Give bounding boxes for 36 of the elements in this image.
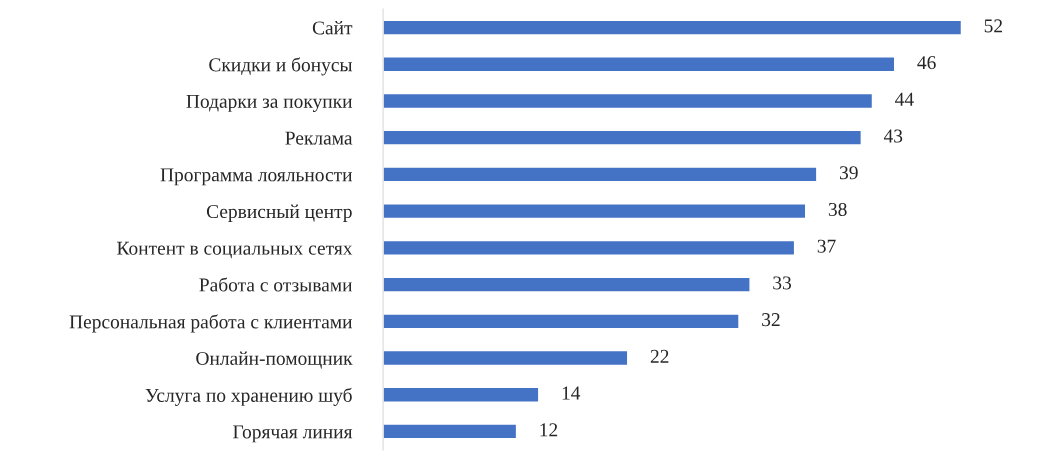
- bar: [383, 349, 629, 367]
- y-tick-label: Онлайн-помощник: [196, 351, 353, 369]
- data-label: 38: [828, 202, 847, 217]
- bar: [383, 239, 796, 256]
- bar: [383, 166, 818, 183]
- bar: [383, 276, 751, 293]
- data-label: 12: [540, 423, 558, 437]
- data-label: 14: [562, 386, 581, 400]
- y-tick-label: Сервисный центр: [206, 204, 352, 223]
- data-label: 43: [883, 129, 903, 143]
- data-label: 32: [762, 313, 780, 327]
- y-tick-label: Сайт: [312, 20, 353, 35]
- data-label: 52: [984, 19, 1003, 33]
- y-tick-label: Подарки за покупки: [186, 94, 353, 112]
- bar: [383, 92, 874, 110]
- bar: [383, 203, 807, 220]
- bar: [383, 423, 518, 440]
- bar: [383, 56, 896, 73]
- y-tick-label: Услуга по хранению шуб: [145, 387, 352, 406]
- data-label: 44: [895, 92, 914, 106]
- y-tick-label: Персональная работа с клиентами: [69, 314, 353, 333]
- data-label: 37: [817, 239, 836, 253]
- y-tick-label: Горячая линия: [233, 425, 353, 443]
- y-tick-label: Контент в социальных сетях: [117, 241, 353, 259]
- y-tick-label: Скидки и бонусы: [209, 57, 353, 76]
- bar: [383, 19, 963, 36]
- y-tick-label: Работа с отзывами: [199, 277, 353, 292]
- data-label: 39: [839, 166, 858, 180]
- data-label: 33: [773, 276, 792, 290]
- bar: [383, 386, 540, 403]
- data-label: 46: [917, 56, 936, 70]
- data-label: 22: [650, 349, 669, 363]
- y-tick-label: Реклама: [285, 131, 353, 145]
- bar: [383, 313, 740, 330]
- y-tick-label: Программа лояльности: [160, 168, 353, 186]
- bar: [383, 129, 863, 146]
